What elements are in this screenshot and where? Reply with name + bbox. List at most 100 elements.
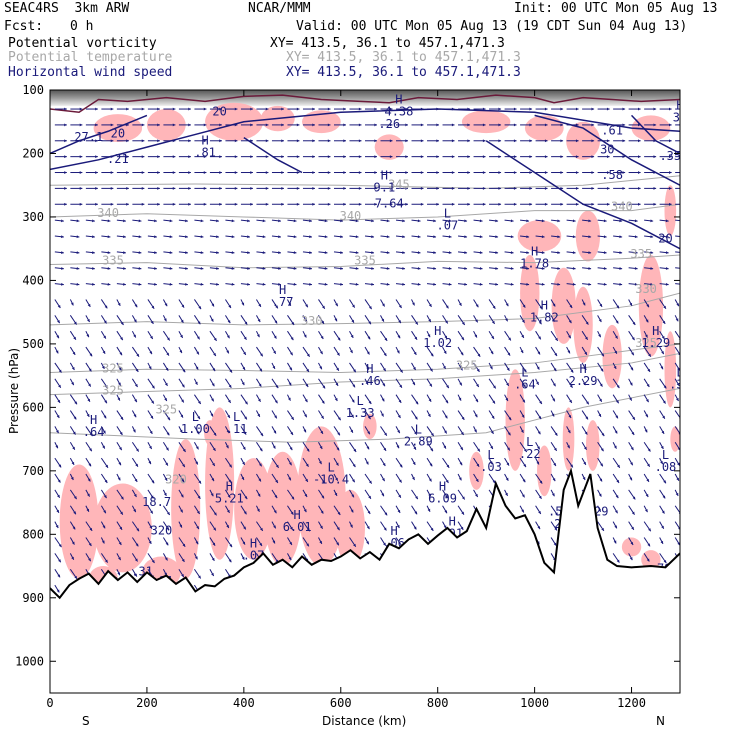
wind-vector xyxy=(473,186,486,190)
wind-vector xyxy=(612,473,620,484)
wind-vector xyxy=(54,186,67,190)
wind-vector xyxy=(302,107,315,111)
extremum-kind-label: H xyxy=(579,362,586,376)
wind-vector xyxy=(426,505,431,512)
wind-vector xyxy=(256,489,261,497)
wind-vector xyxy=(209,251,219,254)
wind-vector xyxy=(240,267,250,270)
wind-vector xyxy=(551,267,561,270)
wind-vector xyxy=(333,442,340,451)
wind-vector xyxy=(209,394,215,402)
wind-vector xyxy=(550,489,555,497)
wind-vector xyxy=(380,537,387,546)
wind-vector xyxy=(395,346,400,354)
wind-vector xyxy=(519,473,526,483)
wind-vector xyxy=(349,505,354,513)
wind-vector xyxy=(85,155,98,159)
wind-vector xyxy=(442,394,449,404)
theta-label: 335 xyxy=(354,254,376,268)
wind-vector xyxy=(612,299,620,309)
wind-vector xyxy=(411,426,418,435)
wind-vector xyxy=(566,362,574,373)
wind-vector xyxy=(178,202,191,206)
wind-vector xyxy=(612,394,620,404)
wind-vector xyxy=(426,362,433,372)
wind-vector xyxy=(566,299,573,309)
wind-vector xyxy=(302,410,308,418)
wind-vector xyxy=(116,139,129,143)
wind-vector xyxy=(256,378,262,387)
wind-vector xyxy=(162,521,170,531)
wind-vector xyxy=(85,235,95,239)
extremum-kind-label: L xyxy=(676,365,683,379)
wind-vector xyxy=(457,315,466,326)
wind-vector xyxy=(457,442,464,451)
wind-vector xyxy=(551,123,564,127)
wind-vector xyxy=(442,457,450,469)
wind-vector xyxy=(224,521,230,529)
wind-vector xyxy=(395,267,406,270)
wind-vector xyxy=(116,410,124,421)
wind-vector xyxy=(551,235,561,239)
wind-vector xyxy=(147,362,152,370)
wind-vector xyxy=(612,553,620,563)
y-tick-label: 1000 xyxy=(15,654,44,668)
wind-vector xyxy=(489,139,502,143)
wind-vector xyxy=(643,299,650,308)
wind-vector xyxy=(318,107,331,111)
wind-vector xyxy=(504,186,517,190)
wind-vector xyxy=(535,378,540,386)
wind-vector xyxy=(380,394,385,402)
wind-vector xyxy=(520,123,533,127)
wind-vector xyxy=(101,267,111,270)
wind-vector xyxy=(116,171,129,174)
wind-vector xyxy=(54,202,67,206)
wind-vector xyxy=(100,553,109,563)
wind-vector xyxy=(162,489,167,497)
wind-vector xyxy=(442,186,455,190)
wind-vector xyxy=(364,378,369,386)
wind-vector xyxy=(302,394,308,403)
wind-vector xyxy=(178,330,184,339)
legend-wind-xy: XY= 413.5, 36.1 to 457.1,471.3 xyxy=(286,65,521,80)
theta-contour xyxy=(50,203,680,221)
wind-vector xyxy=(427,155,440,159)
wind-vector xyxy=(116,473,121,481)
wind-vector xyxy=(566,410,572,419)
wind-vector xyxy=(271,537,276,544)
wind-vector xyxy=(504,219,514,223)
wind-vector xyxy=(256,426,264,437)
wind-vector xyxy=(597,457,604,467)
wind-vector xyxy=(163,235,173,239)
wind-vector xyxy=(318,489,325,499)
wind-vector xyxy=(333,235,344,239)
wind-vector xyxy=(550,537,557,546)
wind-vector xyxy=(520,186,533,190)
wind-vector xyxy=(256,473,262,482)
wind-vector xyxy=(54,378,62,388)
wind-vector xyxy=(54,315,61,324)
extremum-kind-label: L xyxy=(327,461,334,475)
wind-vector xyxy=(457,457,463,466)
wind-vector xyxy=(489,202,502,206)
wind-vector xyxy=(566,394,573,404)
wind-vector xyxy=(287,186,300,190)
wind-vector xyxy=(396,186,409,190)
wind-vector xyxy=(488,362,493,370)
wind-vector xyxy=(566,315,572,324)
wind-vector xyxy=(395,299,402,309)
wind-vector xyxy=(349,473,356,483)
wind-vector xyxy=(85,139,98,143)
wind-vector xyxy=(302,489,308,498)
wind-vector xyxy=(240,171,253,174)
wind-vector xyxy=(364,394,372,405)
wind-vector xyxy=(318,473,326,484)
wind-vector xyxy=(209,315,214,322)
wind-vector xyxy=(271,299,279,309)
wind-vector xyxy=(147,202,160,206)
wind-vector xyxy=(473,202,486,206)
wind-vector xyxy=(581,299,586,306)
wind-vector xyxy=(302,362,310,373)
wind-vector xyxy=(256,315,261,323)
wind-vector xyxy=(209,442,216,452)
